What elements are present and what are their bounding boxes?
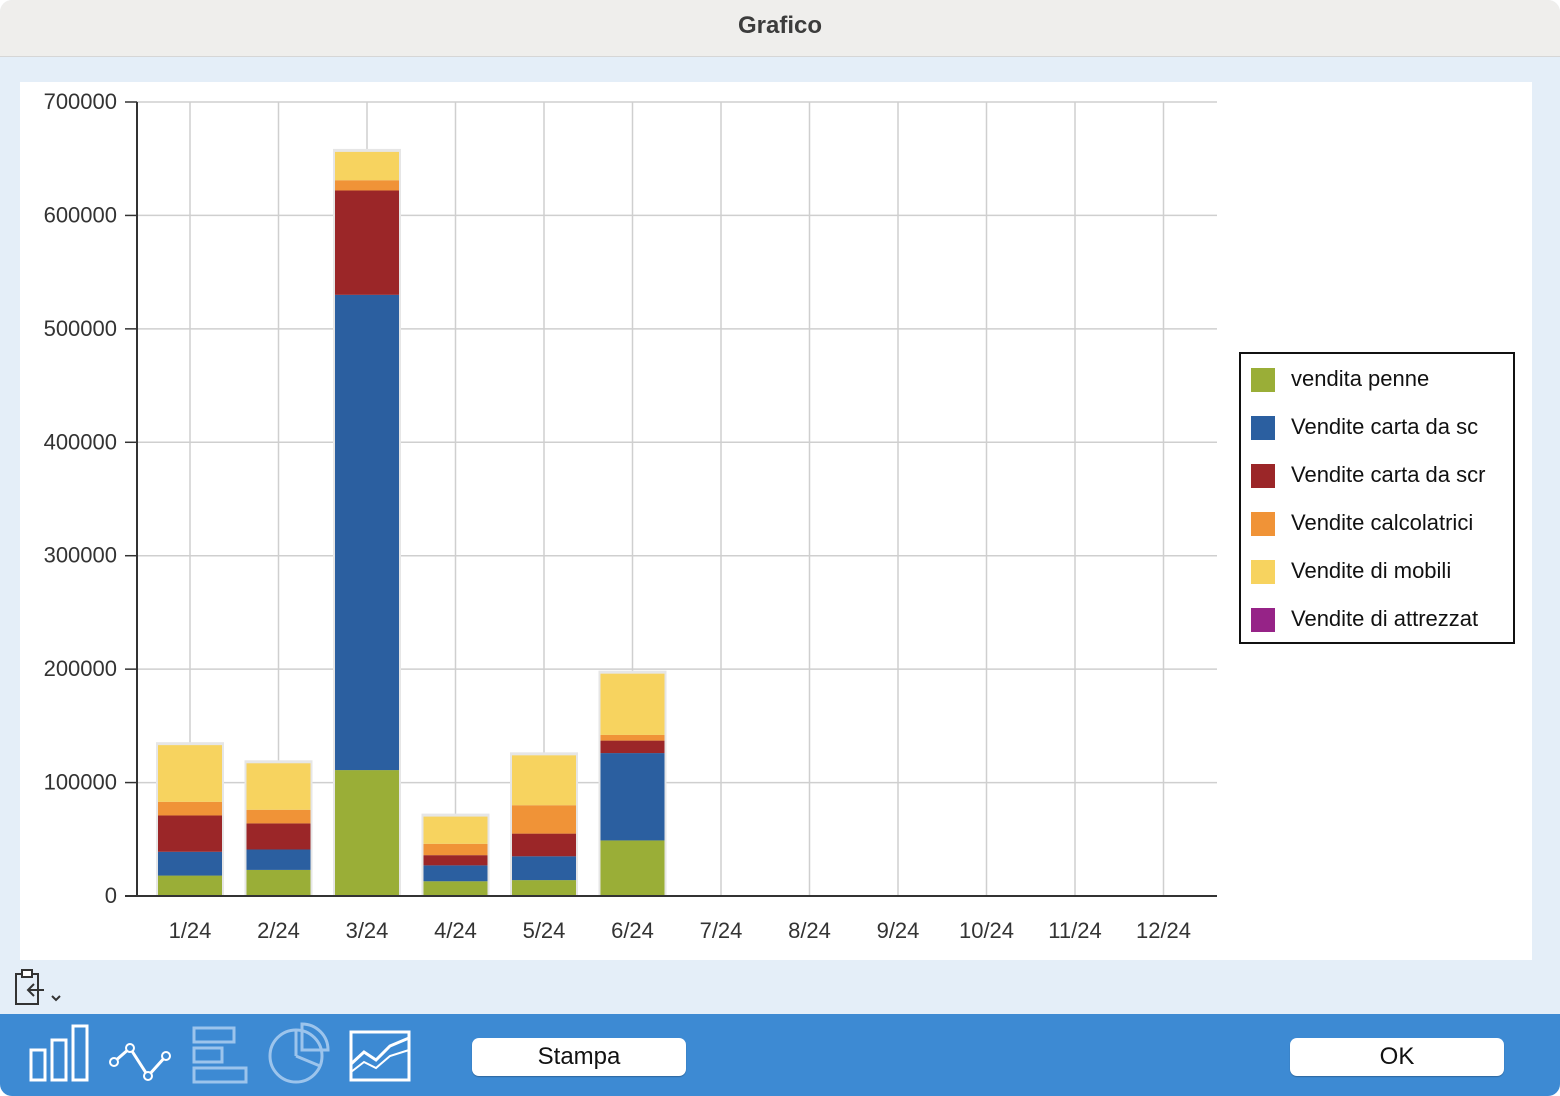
- bar-segment: [423, 881, 488, 896]
- bar-segment: [512, 755, 576, 806]
- copy-chart-icon[interactable]: [12, 968, 66, 1010]
- bar-segment: [423, 816, 488, 844]
- x-tick-label: 11/24: [1048, 918, 1101, 943]
- bar-segment: [246, 869, 311, 896]
- y-tick-label: 100000: [44, 770, 117, 795]
- bar-segment: [335, 770, 399, 896]
- bar-segment: [246, 809, 311, 824]
- legend-label: Vendite carta da scr: [1291, 462, 1486, 487]
- x-tick-label: 1/24: [169, 918, 212, 943]
- bar-segment: [600, 740, 665, 754]
- area-chart-icon[interactable]: [348, 1022, 412, 1089]
- y-tick-label: 600000: [44, 202, 117, 227]
- legend-swatch: [1251, 368, 1275, 392]
- x-tick-label: 2/24: [257, 918, 300, 943]
- y-tick-label: 200000: [44, 656, 117, 681]
- print-button[interactable]: Stampa: [472, 1038, 686, 1076]
- bar-chart-icon[interactable]: [28, 1022, 92, 1089]
- legend-swatch: [1251, 464, 1275, 488]
- x-tick-label: 12/24: [1136, 918, 1191, 943]
- bar-segment: [600, 753, 665, 841]
- x-tick-label: 3/24: [346, 918, 389, 943]
- bar-segment: [600, 673, 665, 735]
- y-tick-label: 300000: [44, 543, 117, 568]
- x-tick-label: 4/24: [434, 918, 477, 943]
- legend-swatch: [1251, 608, 1275, 632]
- bar-segment: [335, 294, 399, 771]
- x-tick-label: 7/24: [700, 918, 743, 943]
- bar-segment: [600, 840, 665, 896]
- chart-legend: vendita penne Vendite carta da sc Vendit…: [1239, 352, 1515, 644]
- x-tick-label: 8/24: [788, 918, 831, 943]
- chart-panel: 700000 600000 500000 400000 300000 200000 1000…: [20, 82, 1532, 960]
- bar-segment: [423, 865, 488, 882]
- bar-segment: [246, 849, 311, 870]
- bar-segment: [512, 805, 576, 834]
- bar-segment: [158, 801, 222, 816]
- bottom-toolbar: Stampa OK: [0, 1014, 1560, 1096]
- bar-segment: [158, 745, 222, 802]
- window-title: Grafico: [737, 12, 823, 39]
- y-tick-label: 400000: [44, 429, 117, 454]
- bar-segment: [158, 815, 222, 852]
- legend-swatch: [1251, 560, 1275, 584]
- bar-segment: [158, 875, 222, 896]
- y-tick-label: 0: [105, 883, 117, 908]
- bar-segment: [335, 190, 399, 295]
- bar-segment: [512, 880, 576, 896]
- x-tick-label: 9/24: [877, 918, 920, 943]
- pie-chart-icon[interactable]: [268, 1022, 332, 1089]
- legend-label: Vendite calcolatrici: [1291, 510, 1474, 535]
- legend-label: Vendite di mobili: [1291, 558, 1452, 583]
- bar-segment: [246, 823, 311, 850]
- legend-label: Vendite di attrezzat: [1291, 606, 1479, 631]
- legend-swatch: [1251, 512, 1275, 536]
- title-bar: Grafico: [0, 0, 1560, 57]
- horizontal-bar-chart-icon[interactable]: [188, 1022, 252, 1089]
- bar-segment: [600, 734, 665, 741]
- stacked-bar-chart: 700000 600000 500000 400000 300000 200000 1000…: [44, 89, 1217, 943]
- legend-swatch: [1251, 416, 1275, 440]
- x-tick-label: 10/24: [959, 918, 1014, 943]
- line-chart-icon[interactable]: [108, 1022, 172, 1089]
- bar-segment: [423, 843, 488, 856]
- ok-button[interactable]: OK: [1290, 1038, 1504, 1076]
- bar-segment: [512, 833, 576, 857]
- bar-segment: [335, 151, 399, 181]
- legend-label: Vendite carta da sc: [1291, 414, 1479, 439]
- bar-segment: [158, 851, 222, 876]
- x-tick-label: 6/24: [611, 918, 654, 943]
- x-tick-label: 5/24: [523, 918, 566, 943]
- bar-segment: [423, 855, 488, 866]
- bar-segment: [246, 763, 311, 810]
- y-tick-label: 500000: [44, 316, 117, 341]
- bar-segment: [512, 856, 576, 881]
- y-tick-label: 700000: [44, 89, 117, 114]
- bar-segment: [335, 180, 399, 191]
- legend-label: vendita penne: [1291, 366, 1430, 391]
